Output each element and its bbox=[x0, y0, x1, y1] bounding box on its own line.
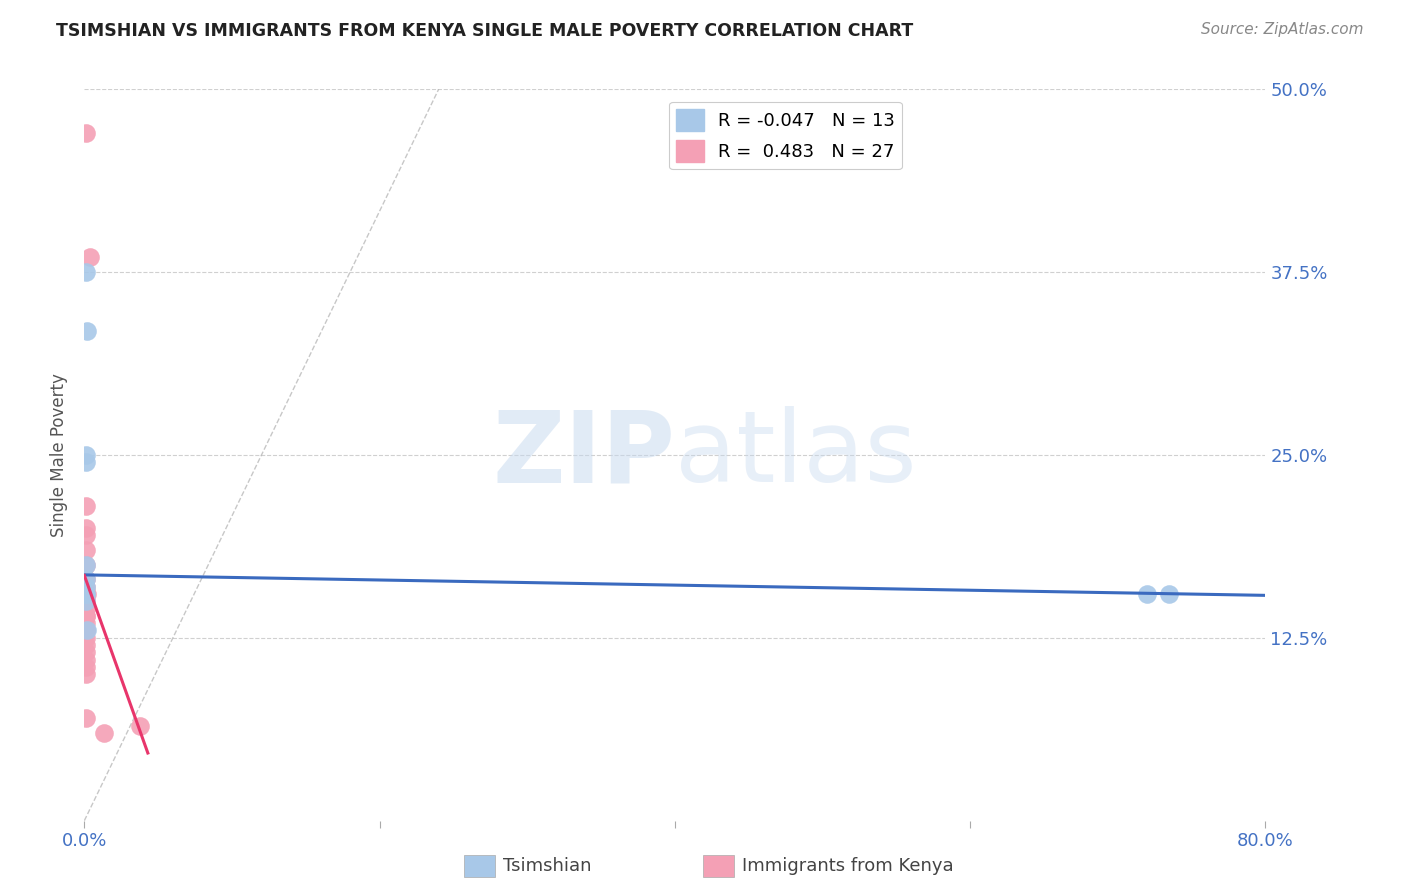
Point bbox=[75, 580, 97, 594]
Point bbox=[79, 251, 101, 265]
Point bbox=[75, 265, 97, 279]
Text: Tsimshian: Tsimshian bbox=[503, 857, 592, 875]
Point bbox=[75, 594, 97, 608]
Point bbox=[75, 645, 97, 659]
Point bbox=[75, 521, 97, 535]
Point bbox=[75, 660, 97, 674]
Point bbox=[75, 528, 97, 542]
Point bbox=[75, 608, 97, 623]
Point bbox=[75, 572, 97, 586]
Point bbox=[93, 726, 115, 740]
Legend: R = -0.047   N = 13, R =  0.483   N = 27: R = -0.047 N = 13, R = 0.483 N = 27 bbox=[669, 102, 903, 169]
Text: atlas: atlas bbox=[675, 407, 917, 503]
Point bbox=[75, 631, 97, 645]
Point bbox=[75, 448, 97, 462]
Point bbox=[75, 616, 97, 631]
Point bbox=[75, 594, 97, 608]
Y-axis label: Single Male Poverty: Single Male Poverty bbox=[51, 373, 69, 537]
Point bbox=[75, 624, 97, 638]
Point bbox=[75, 558, 97, 572]
Text: TSIMSHIAN VS IMMIGRANTS FROM KENYA SINGLE MALE POVERTY CORRELATION CHART: TSIMSHIAN VS IMMIGRANTS FROM KENYA SINGL… bbox=[56, 22, 914, 40]
Point bbox=[76, 324, 98, 338]
Text: Source: ZipAtlas.com: Source: ZipAtlas.com bbox=[1201, 22, 1364, 37]
Point bbox=[76, 587, 98, 601]
Point bbox=[75, 638, 97, 652]
Point bbox=[75, 587, 97, 601]
Point bbox=[76, 624, 98, 638]
Point bbox=[75, 624, 97, 638]
Point bbox=[75, 580, 97, 594]
Point bbox=[75, 667, 97, 681]
Point bbox=[75, 572, 97, 586]
Point bbox=[75, 543, 97, 558]
Point bbox=[75, 711, 97, 725]
Point bbox=[129, 718, 152, 732]
Point bbox=[1136, 587, 1159, 601]
Point bbox=[1159, 587, 1181, 601]
Point bbox=[75, 608, 97, 623]
Point bbox=[75, 653, 97, 667]
Point bbox=[75, 601, 97, 615]
Point bbox=[75, 126, 97, 140]
Point bbox=[75, 499, 97, 513]
Point bbox=[75, 587, 97, 601]
Point bbox=[75, 455, 97, 469]
Text: ZIP: ZIP bbox=[492, 407, 675, 503]
Point bbox=[75, 587, 97, 601]
Text: Immigrants from Kenya: Immigrants from Kenya bbox=[742, 857, 955, 875]
Point bbox=[75, 558, 97, 572]
